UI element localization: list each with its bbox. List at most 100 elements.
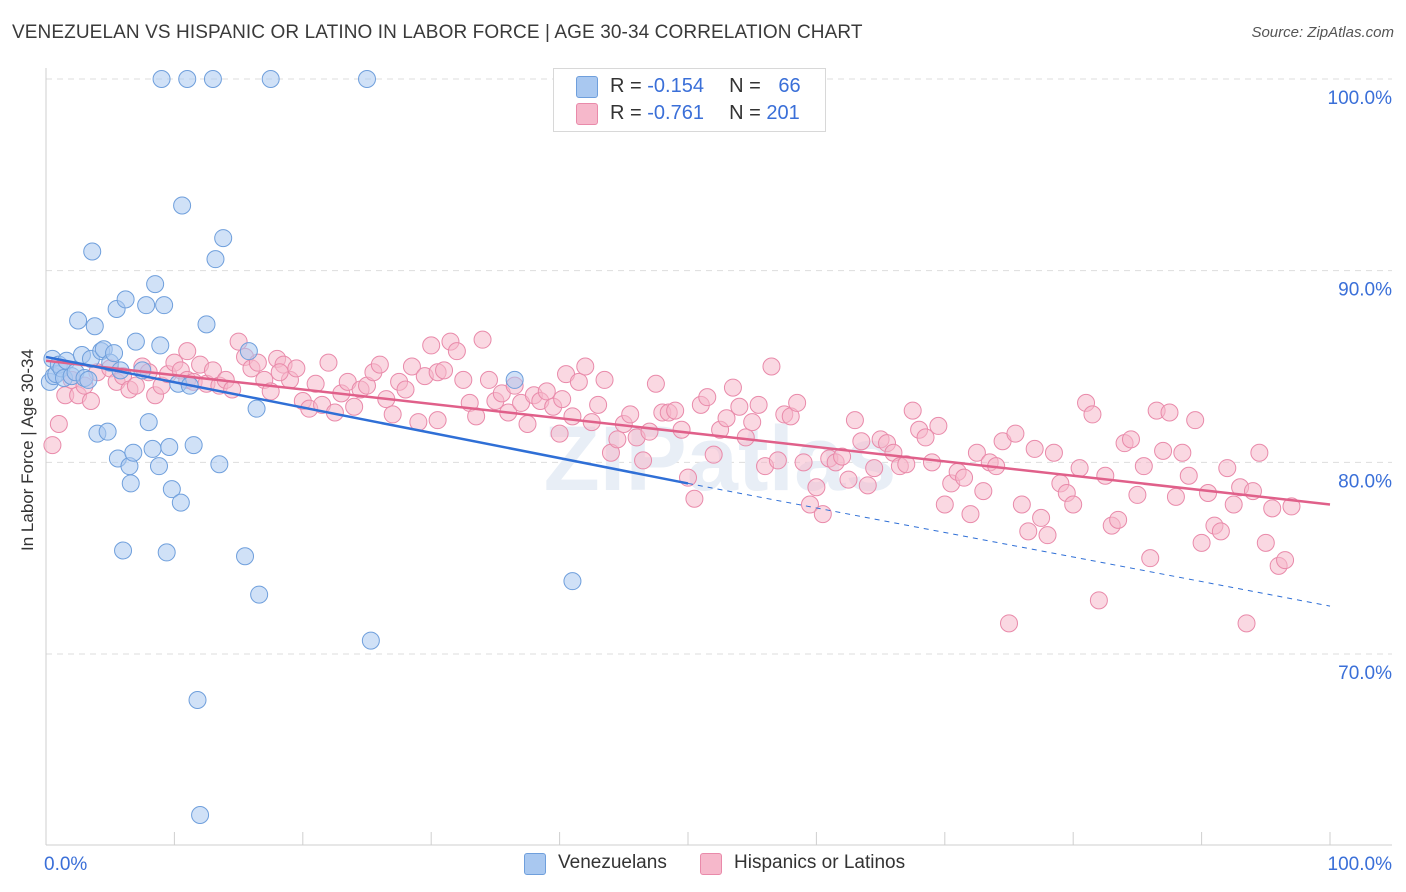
venezuelan-point xyxy=(250,585,269,604)
hispanic-point xyxy=(1089,591,1108,610)
bottom-legend-swatch-pink xyxy=(700,853,722,875)
venezuelan-point xyxy=(157,543,176,562)
venezuelan-point xyxy=(214,229,233,248)
venezuelan-point xyxy=(121,474,140,493)
hispanic-point xyxy=(723,378,742,397)
venezuelan-point xyxy=(98,422,117,441)
hispanic-point xyxy=(1070,459,1089,478)
venezuelan-point xyxy=(152,70,171,88)
hispanic-point xyxy=(1263,499,1282,518)
legend-text: R = -0.154 N = 66 xyxy=(610,75,801,98)
hispanic-point xyxy=(479,370,498,389)
venezuelan-point xyxy=(151,336,170,355)
hispanic-point xyxy=(1134,457,1153,476)
hispanic-point xyxy=(1192,533,1211,552)
hispanic-point xyxy=(563,407,582,426)
y-tick-label: 90.0% xyxy=(1338,280,1392,301)
chart-title: VENEZUELAN VS HISPANIC OR LATINO IN LABO… xyxy=(12,22,863,43)
venezuelan-point xyxy=(173,196,192,215)
tick-labels: 70.0% 80.0% 90.0% 100.0% 0.0% 100.0% xyxy=(44,88,1392,875)
hispanic-point xyxy=(749,395,768,414)
y-tick-label: 80.0% xyxy=(1338,471,1392,492)
venezuelan-point xyxy=(160,438,179,456)
hispanic-point xyxy=(646,374,665,393)
legend-n-value: 66 xyxy=(778,75,801,97)
hispanic-point xyxy=(794,453,813,472)
hispanic-point xyxy=(396,380,415,399)
hispanic-point xyxy=(550,424,569,443)
venezuelan-point xyxy=(83,242,102,261)
venezuelan-point xyxy=(79,370,98,389)
hispanic-point xyxy=(473,330,492,349)
venezuelan-point xyxy=(188,691,207,709)
venezuelan-point xyxy=(184,436,203,455)
hispanic-point xyxy=(685,489,704,508)
legend-n-label: N = xyxy=(729,75,767,97)
legend-swatch-pink xyxy=(576,103,598,125)
venezuelan-point xyxy=(178,70,197,88)
hispanic-point xyxy=(49,415,68,433)
hispanic-point xyxy=(1083,405,1102,424)
hispanic-point xyxy=(435,361,454,380)
hispanic-point xyxy=(858,476,877,495)
hispanic-point xyxy=(43,436,62,455)
hispanic-point xyxy=(955,468,974,487)
bottom-legend-label: Hispanics or Latinos xyxy=(734,852,906,873)
venezuelan-point xyxy=(105,344,124,363)
venezuelan-point xyxy=(358,70,376,88)
x-tick-label: 0.0% xyxy=(44,854,87,875)
hispanic-point xyxy=(270,363,289,382)
hispanic-trend-line xyxy=(45,359,1331,506)
hispanic-point xyxy=(1186,411,1205,430)
hispanic-point xyxy=(1154,441,1173,460)
venezuelan-point xyxy=(563,572,582,591)
legend-r-value: -0.761 xyxy=(647,102,704,124)
venezuelan-point xyxy=(69,311,88,330)
hispanic-point xyxy=(1276,551,1295,570)
hispanic-point xyxy=(1019,522,1038,541)
y-tick-label: 70.0% xyxy=(1338,663,1392,684)
venezuelan-point xyxy=(239,342,258,361)
hispanic-point xyxy=(537,382,556,401)
venezuelan-point xyxy=(162,480,181,499)
hispanic-point xyxy=(1160,403,1179,422)
hispanic-point xyxy=(762,357,781,376)
series-venezuelans-points xyxy=(40,70,582,824)
source-label: Source: ZipAtlas.com xyxy=(1251,24,1394,41)
y-axis-label-wrap: In Labor Force | Age 30-34 xyxy=(8,300,48,600)
hispanic-point xyxy=(518,415,537,433)
venezuelan-point xyxy=(146,275,165,294)
hispanic-point xyxy=(897,455,916,474)
venezuelan-point xyxy=(149,457,168,476)
venezuelan-point xyxy=(116,290,135,309)
trend-lines xyxy=(45,355,1331,607)
hispanic-point xyxy=(589,395,608,414)
venezuelan-point xyxy=(361,631,380,650)
hispanic-point xyxy=(916,428,935,447)
hispanic-point xyxy=(1211,522,1230,541)
venezuelan-point xyxy=(203,70,222,88)
hispanic-point xyxy=(634,451,653,470)
venezuelan-point xyxy=(247,399,266,418)
hispanic-point xyxy=(422,336,441,355)
hispanic-point xyxy=(447,342,466,361)
hispanic-point xyxy=(1064,495,1083,514)
hispanic-point xyxy=(370,355,389,374)
hispanic-point xyxy=(306,374,325,393)
hispanic-point xyxy=(704,445,723,464)
hispanic-point xyxy=(126,376,145,395)
hispanic-point xyxy=(743,413,762,432)
hispanic-point xyxy=(1128,485,1147,504)
hispanic-point xyxy=(1032,508,1051,527)
legend-text: R = -0.761 N = 201 xyxy=(610,102,800,125)
legend-n-label: N = xyxy=(729,102,767,124)
venezuelan-point xyxy=(126,332,145,351)
venezuelan-point xyxy=(171,493,190,512)
hispanic-point xyxy=(640,422,659,441)
venezuelan-point xyxy=(191,806,210,824)
hispanic-point xyxy=(287,359,306,378)
venezuelan-point xyxy=(206,250,225,269)
hispanic-point xyxy=(788,393,807,412)
hispanic-point xyxy=(666,401,685,420)
